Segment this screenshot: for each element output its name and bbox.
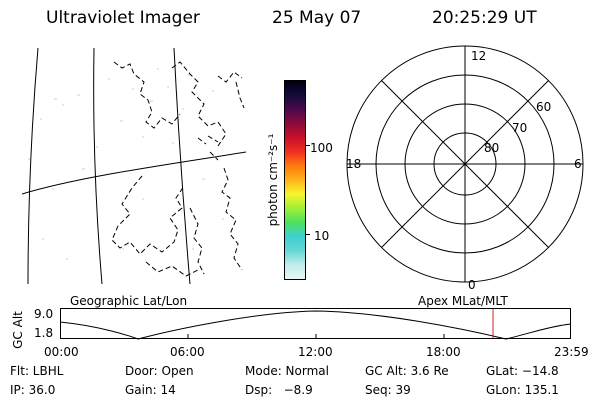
coastline-outlines [111,61,245,277]
instrument-title: Ultraviolet Imager [46,8,200,28]
colorbar-unit-label: photon cm⁻²s⁻¹ [266,133,280,227]
panel-ylabel: GC Alt [11,311,25,349]
meridian-line [27,48,39,284]
info-gc-alt: GC Alt: 3.6 Re [365,364,449,378]
x-tick-marks [187,334,445,339]
colorbar-tick-mark [306,145,310,146]
info-glat: GLat: −14.8 [486,364,559,378]
info-seq: Seq: 39 [365,383,411,397]
lat-label-70: 70 [512,121,527,135]
colorbar-tick-mark [306,234,310,235]
x-tick-0600: 06:00 [170,345,205,359]
colorbar [284,80,306,280]
colorbar-gradient [285,81,305,279]
x-tick-2359: 23:59 [554,345,589,359]
panel-ytick-bottom: 1.8 [34,326,54,340]
altitude-curve [60,310,572,340]
colorbar-tick-100: 100 [310,141,333,155]
meridian-line [93,48,103,284]
geographic-image-map [22,48,246,284]
info-gain: Gain: 14 [125,383,176,397]
info-dsp: Dsp: −8.9 [245,383,313,397]
mlt-label-6: 6 [574,157,582,171]
meridian-line [173,48,191,284]
info-ip: IP: 36.0 [10,383,56,397]
panel-left-title: Geographic Lat/Lon [70,294,188,308]
altitude-timeline-plot [60,308,572,340]
polar-mlt-plot: 12 18 6 0 60 70 80 [346,45,584,292]
time-label: 20:25:29 UT [432,8,537,28]
info-filter: Flt: LBHL [10,364,64,378]
panel-right-title: Apex MLat/MLT [418,294,508,308]
mlt-label-18: 18 [346,157,361,171]
lat-label-80: 80 [484,141,499,155]
date-label: 25 May 07 [272,8,362,28]
x-tick-1200: 12:00 [298,345,333,359]
x-tick-0000: 00:00 [44,345,79,359]
info-mode: Mode: Normal [245,364,329,378]
mlt-label-0: 0 [468,278,476,292]
colorbar-tick-10: 10 [314,229,330,243]
panel-ytick-top: 9.0 [34,307,54,321]
info-glon: GLon: 135.1 [486,383,559,397]
latitude-line [22,151,246,195]
uv-emission-speckles [28,68,224,260]
mlt-label-12: 12 [471,49,486,63]
lat-label-60: 60 [536,100,551,114]
mlt-diagonal [381,80,549,248]
x-tick-1800: 18:00 [426,345,461,359]
info-door: Door: Open [125,364,194,378]
